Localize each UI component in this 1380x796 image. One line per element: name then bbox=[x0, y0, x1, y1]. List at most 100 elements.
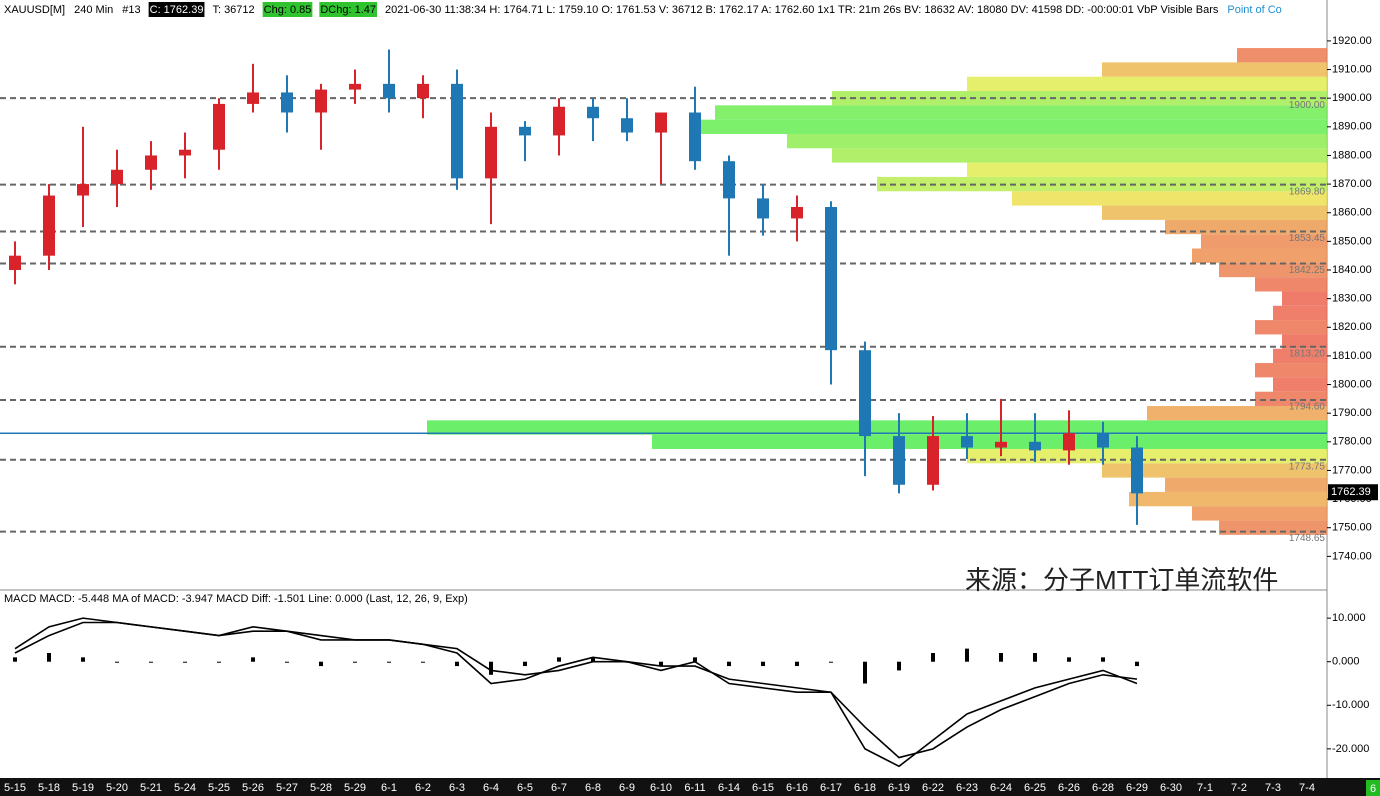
x-tick-label: 7-1 bbox=[1197, 782, 1213, 794]
x-tick-label: 5-28 bbox=[310, 782, 332, 794]
candle-body bbox=[927, 436, 939, 485]
macd-diff-bar bbox=[251, 657, 255, 662]
y-tick-label: 1870.00 bbox=[1332, 178, 1372, 190]
level-label: 1773.75 bbox=[1289, 461, 1326, 472]
candle-body bbox=[349, 83, 361, 90]
header-field: DChg: 1.47 bbox=[320, 4, 376, 16]
macd-diff-bar bbox=[795, 661, 799, 667]
x-tick-label: 6-14 bbox=[718, 782, 740, 794]
header-field: Chg: 0.85 bbox=[264, 4, 312, 16]
profile-bar bbox=[1201, 234, 1327, 249]
x-tick-label: 5-24 bbox=[174, 782, 196, 794]
macd-diff-bar bbox=[761, 661, 765, 667]
x-tick-label: 6-3 bbox=[449, 782, 465, 794]
profile-bar bbox=[1255, 320, 1327, 335]
macd-diff-bar bbox=[387, 661, 391, 663]
candle-body bbox=[859, 350, 871, 437]
candle-body bbox=[825, 207, 837, 351]
profile-bar bbox=[1192, 506, 1327, 521]
x-tick-label: 6-1 bbox=[381, 782, 397, 794]
macd-diff-bar bbox=[523, 661, 527, 667]
x-tick-label: 6-19 bbox=[888, 782, 910, 794]
candle-body bbox=[77, 184, 89, 196]
date-axis bbox=[0, 778, 1380, 796]
x-tick-label: 6-11 bbox=[684, 782, 705, 794]
y-tick-label: 1880.00 bbox=[1332, 149, 1372, 161]
candle-body bbox=[791, 207, 803, 219]
macd-diff-bar bbox=[999, 653, 1003, 662]
macd-diff-bar bbox=[319, 661, 323, 667]
candle-body bbox=[757, 198, 769, 219]
candle-body bbox=[995, 441, 1007, 448]
y-tick-label: 1860.00 bbox=[1332, 207, 1372, 219]
x-tick-label: 6-24 bbox=[990, 782, 1012, 794]
x-tick-label: 6-10 bbox=[650, 782, 672, 794]
macd-diff-bar bbox=[183, 661, 187, 663]
macd-diff-bar bbox=[421, 661, 425, 663]
candle-body bbox=[451, 83, 463, 179]
x-tick-label: 6-16 bbox=[786, 782, 808, 794]
x-tick-label: 6-29 bbox=[1126, 782, 1148, 794]
macd-diff-bar bbox=[455, 661, 459, 667]
candle-body bbox=[281, 92, 293, 113]
x-tick-label: 6-5 bbox=[517, 782, 533, 794]
header-field: Point of Co bbox=[1227, 4, 1281, 16]
candle-body bbox=[621, 118, 633, 133]
level-label: 1900.00 bbox=[1289, 100, 1326, 111]
header: XAUUSD[M] 240 Min #13 C: 1762.39 T: 36712 Chg… bbox=[4, 2, 1282, 17]
level-label: 1853.45 bbox=[1289, 233, 1326, 244]
y-tick-label: 1820.00 bbox=[1332, 321, 1372, 333]
macd-diff-bar bbox=[353, 661, 357, 663]
x-tick-label: 5-25 bbox=[208, 782, 230, 794]
profile-bar bbox=[1237, 48, 1327, 63]
macd-diff-bar bbox=[1101, 657, 1105, 662]
y-tick-label: 1790.00 bbox=[1332, 407, 1372, 419]
macd-diff-bar bbox=[693, 657, 697, 662]
level-label: 1813.20 bbox=[1289, 348, 1326, 359]
x-tick-label: 5-26 bbox=[242, 782, 264, 794]
profile-bar bbox=[1255, 277, 1327, 292]
profile-bar bbox=[652, 434, 1327, 449]
macd-diff-bar bbox=[217, 661, 221, 663]
macd-diff-bar bbox=[285, 661, 289, 663]
level-label: 1869.80 bbox=[1289, 186, 1326, 197]
header-field: C: 1762.39 bbox=[150, 4, 204, 16]
header-field-bg bbox=[148, 2, 205, 17]
header-field-bg bbox=[319, 2, 378, 17]
profile-bar bbox=[1273, 305, 1327, 321]
macd-diff-bar bbox=[965, 648, 969, 662]
candle-body bbox=[111, 169, 123, 185]
profile-bar bbox=[1165, 477, 1327, 492]
candle-body bbox=[1131, 447, 1143, 494]
x-tick-label: 7-4 bbox=[1299, 782, 1315, 794]
candle-body bbox=[723, 161, 735, 199]
x-tick-label: 5-29 bbox=[344, 782, 366, 794]
header-field-bg bbox=[262, 2, 313, 17]
macd-tick-label: 10.000 bbox=[1332, 612, 1366, 624]
candle-body bbox=[1029, 441, 1041, 451]
macd-diff-bar bbox=[149, 661, 153, 663]
macd-diff-bar bbox=[1033, 653, 1037, 662]
macd-diff-bar bbox=[829, 661, 833, 663]
candle-body bbox=[893, 436, 905, 485]
profile-bar bbox=[967, 76, 1327, 92]
x-tick-label: 6-8 bbox=[585, 782, 601, 794]
y-tick-label: 1780.00 bbox=[1332, 436, 1372, 448]
candle-body bbox=[247, 92, 259, 104]
x-tick-label: 7-3 bbox=[1265, 782, 1281, 794]
profile-bar bbox=[1273, 348, 1327, 364]
y-tick-label: 1810.00 bbox=[1332, 350, 1372, 362]
profile-bar bbox=[1129, 491, 1327, 507]
candle-body bbox=[689, 112, 701, 162]
macd-tick-label: -10.000 bbox=[1332, 699, 1369, 711]
y-tick-label: 1900.00 bbox=[1332, 92, 1372, 104]
badge bbox=[1366, 780, 1380, 796]
profile-bar bbox=[1282, 291, 1327, 306]
macd-diff-bar bbox=[897, 661, 901, 671]
x-tick-label: 5-20 bbox=[106, 782, 128, 794]
profile-bar bbox=[1102, 62, 1327, 77]
candle-body bbox=[655, 112, 667, 133]
x-tick-label: 6-30 bbox=[1160, 782, 1182, 794]
profile-bar bbox=[1255, 391, 1327, 407]
x-tick-label: 5-15 bbox=[4, 782, 26, 794]
